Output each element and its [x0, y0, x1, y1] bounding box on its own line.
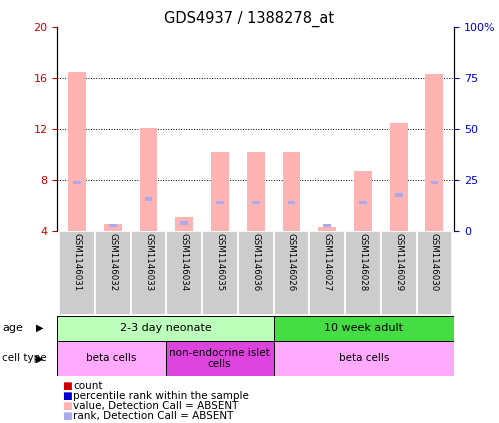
Text: rank, Detection Call = ABSENT: rank, Detection Call = ABSENT: [73, 411, 234, 421]
Text: GSM1146028: GSM1146028: [358, 233, 367, 291]
Bar: [175, 217, 193, 231]
Bar: [426, 74, 444, 231]
Text: ■: ■: [62, 391, 72, 401]
Text: age: age: [2, 323, 23, 333]
Bar: [417, 231, 452, 315]
Bar: [145, 197, 153, 201]
Bar: [57, 316, 274, 341]
Bar: [381, 231, 417, 315]
Bar: [166, 231, 202, 315]
Text: 10 week adult: 10 week adult: [324, 323, 403, 333]
Bar: [252, 201, 259, 204]
Bar: [395, 193, 403, 197]
Bar: [359, 201, 367, 204]
Text: GSM1146033: GSM1146033: [144, 233, 153, 291]
Text: ■: ■: [62, 401, 72, 411]
Text: GSM1146031: GSM1146031: [72, 233, 81, 291]
Text: ▶: ▶: [36, 323, 44, 333]
Bar: [309, 231, 345, 315]
Bar: [166, 341, 274, 376]
Bar: [274, 341, 454, 376]
Bar: [59, 231, 95, 315]
Bar: [104, 224, 122, 231]
Text: ■: ■: [62, 411, 72, 421]
Bar: [354, 171, 372, 231]
Text: cell type: cell type: [2, 354, 47, 363]
Text: ■: ■: [62, 381, 72, 391]
Bar: [73, 181, 81, 184]
Text: GSM1146034: GSM1146034: [180, 233, 189, 291]
Bar: [323, 224, 331, 227]
Text: percentile rank within the sample: percentile rank within the sample: [73, 391, 249, 401]
Bar: [273, 231, 309, 315]
Bar: [238, 231, 273, 315]
Text: 2-3 day neonate: 2-3 day neonate: [120, 323, 212, 333]
Bar: [216, 201, 224, 204]
Text: GSM1146030: GSM1146030: [430, 233, 439, 291]
Text: GSM1146035: GSM1146035: [216, 233, 225, 291]
Bar: [345, 231, 381, 315]
Text: GSM1146027: GSM1146027: [323, 233, 332, 291]
Text: count: count: [73, 381, 103, 391]
Text: GDS4937 / 1388278_at: GDS4937 / 1388278_at: [165, 11, 334, 27]
Bar: [95, 231, 131, 315]
Bar: [202, 231, 238, 315]
Text: value, Detection Call = ABSENT: value, Detection Call = ABSENT: [73, 401, 239, 411]
Bar: [318, 227, 336, 231]
Text: non-endocrine islet
cells: non-endocrine islet cells: [169, 348, 270, 369]
Text: beta cells: beta cells: [86, 354, 137, 363]
Bar: [211, 152, 229, 231]
Text: GSM1146026: GSM1146026: [287, 233, 296, 291]
Text: GSM1146036: GSM1146036: [251, 233, 260, 291]
Text: GSM1146032: GSM1146032: [108, 233, 117, 291]
Bar: [247, 152, 264, 231]
Bar: [68, 72, 86, 231]
Text: beta cells: beta cells: [339, 354, 389, 363]
Bar: [282, 152, 300, 231]
Bar: [431, 181, 438, 184]
Bar: [274, 316, 454, 341]
Bar: [287, 201, 295, 204]
Bar: [57, 341, 166, 376]
Bar: [390, 123, 408, 231]
Bar: [140, 128, 158, 231]
Text: ▶: ▶: [36, 354, 44, 363]
Text: GSM1146029: GSM1146029: [394, 233, 403, 291]
Bar: [131, 231, 166, 315]
Bar: [180, 221, 188, 225]
Bar: [109, 224, 117, 227]
